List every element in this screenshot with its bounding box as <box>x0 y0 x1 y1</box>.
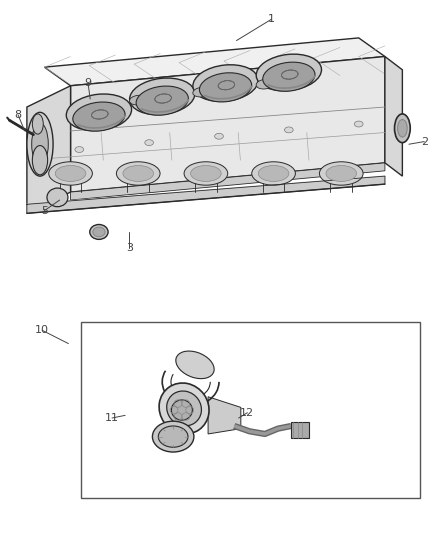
Ellipse shape <box>256 54 321 91</box>
Ellipse shape <box>193 64 258 101</box>
Ellipse shape <box>326 165 357 181</box>
Text: 9: 9 <box>85 78 92 88</box>
Ellipse shape <box>152 421 194 452</box>
Ellipse shape <box>130 95 147 105</box>
Text: 12: 12 <box>240 408 254 418</box>
Ellipse shape <box>93 227 105 237</box>
Ellipse shape <box>47 188 68 207</box>
Bar <box>291 422 308 438</box>
Ellipse shape <box>252 162 295 185</box>
Ellipse shape <box>354 121 363 127</box>
Ellipse shape <box>158 426 188 447</box>
Ellipse shape <box>171 400 192 420</box>
Ellipse shape <box>176 351 214 378</box>
Ellipse shape <box>49 162 92 185</box>
Ellipse shape <box>184 162 228 185</box>
Text: 3: 3 <box>126 243 133 253</box>
Polygon shape <box>44 38 385 86</box>
Ellipse shape <box>159 383 209 434</box>
Polygon shape <box>27 176 385 213</box>
Ellipse shape <box>90 224 108 239</box>
Ellipse shape <box>32 114 43 134</box>
Ellipse shape <box>73 102 125 131</box>
Ellipse shape <box>123 165 153 181</box>
Ellipse shape <box>55 165 86 181</box>
Ellipse shape <box>215 133 223 139</box>
Text: 1: 1 <box>268 14 275 25</box>
Polygon shape <box>71 56 385 192</box>
Text: 11: 11 <box>105 413 119 423</box>
Ellipse shape <box>32 123 48 165</box>
Ellipse shape <box>167 391 201 426</box>
Text: 5: 5 <box>41 206 48 216</box>
Text: 8: 8 <box>14 110 22 120</box>
Ellipse shape <box>319 162 363 185</box>
Ellipse shape <box>27 112 53 176</box>
Ellipse shape <box>145 140 153 146</box>
Ellipse shape <box>117 162 160 185</box>
Text: 10: 10 <box>35 325 49 335</box>
Polygon shape <box>385 56 403 176</box>
Ellipse shape <box>256 79 274 89</box>
Ellipse shape <box>193 87 210 97</box>
Ellipse shape <box>199 73 252 102</box>
Bar <box>81 322 420 498</box>
Text: 2: 2 <box>420 136 428 147</box>
Ellipse shape <box>285 127 293 133</box>
Ellipse shape <box>66 94 131 131</box>
Polygon shape <box>208 397 241 434</box>
Ellipse shape <box>263 62 315 91</box>
Ellipse shape <box>32 146 48 175</box>
Ellipse shape <box>258 165 289 181</box>
Ellipse shape <box>130 78 195 115</box>
Ellipse shape <box>75 147 84 152</box>
Polygon shape <box>71 163 385 200</box>
Ellipse shape <box>395 114 410 143</box>
Ellipse shape <box>136 86 188 115</box>
Ellipse shape <box>398 119 407 137</box>
Polygon shape <box>27 86 71 213</box>
Ellipse shape <box>191 165 221 181</box>
